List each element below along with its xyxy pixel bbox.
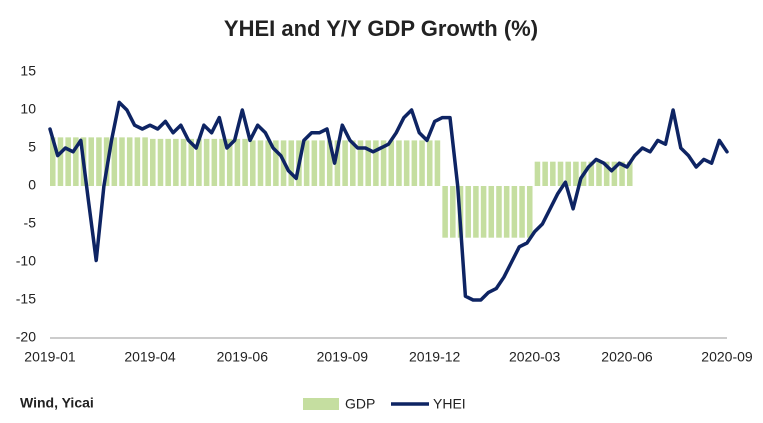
bar: [503, 186, 510, 238]
bar: [73, 137, 79, 186]
bar: [365, 140, 371, 186]
bar: [288, 140, 295, 186]
bar: [57, 137, 64, 186]
bar: [334, 140, 341, 186]
x-tick-label: 2019-04: [124, 349, 176, 365]
bar: [565, 161, 571, 186]
x-tick-label: 2020-03: [509, 349, 561, 365]
bar: [603, 161, 610, 186]
bar: [157, 138, 164, 186]
bar: [450, 186, 456, 238]
bar: [273, 140, 279, 186]
y-tick-label: -20: [16, 329, 36, 345]
x-tick-label: 2019-12: [409, 349, 461, 365]
bar: [426, 140, 433, 186]
bar: [50, 137, 56, 186]
bar: [180, 138, 187, 186]
bar: [119, 137, 125, 186]
bar: [403, 140, 410, 186]
bar: [150, 138, 156, 186]
bar: [557, 161, 564, 186]
bar: [211, 138, 218, 186]
bar: [534, 161, 541, 186]
bar: [488, 186, 495, 238]
y-tick-label: -10: [16, 253, 36, 269]
bar: [465, 186, 471, 238]
bar: [411, 140, 418, 186]
bar: [203, 138, 210, 186]
bar: [473, 186, 479, 238]
y-tick-label: 10: [20, 101, 36, 117]
x-tick-label: 2020-09: [701, 349, 753, 365]
bar: [542, 161, 548, 186]
bar: [526, 186, 533, 238]
y-tick-label: 15: [20, 63, 36, 79]
bar: [265, 140, 271, 186]
bar: [134, 137, 141, 186]
bar: [511, 186, 518, 238]
y-tick-label: 0: [28, 177, 36, 193]
bar: [303, 140, 310, 186]
legend-swatch: [303, 398, 339, 410]
bar: [480, 186, 487, 238]
bar: [373, 140, 379, 186]
bar: [626, 161, 633, 186]
bar: [357, 140, 364, 186]
legend-label: GDP: [345, 396, 375, 412]
chart-title: YHEI and Y/Y GDP Growth (%): [224, 16, 538, 41]
x-tick-label: 2019-09: [317, 349, 369, 365]
bar: [219, 138, 225, 186]
bar: [388, 140, 395, 186]
bar: [496, 186, 502, 238]
y-tick-label: -15: [16, 291, 36, 307]
bar: [350, 140, 356, 186]
bar: [326, 140, 333, 186]
bar: [573, 161, 579, 186]
bar: [588, 161, 595, 186]
x-tick-label: 2020-06: [601, 349, 653, 365]
x-tick-label: 2019-06: [217, 349, 269, 365]
bar: [96, 137, 102, 186]
bar: [111, 137, 118, 186]
bar: [519, 186, 525, 238]
bar: [311, 140, 318, 186]
legend-label: YHEI: [433, 396, 466, 412]
y-tick-label: -5: [24, 215, 37, 231]
bar: [257, 140, 264, 186]
bar: [596, 161, 602, 186]
y-tick-label: 5: [28, 139, 36, 155]
x-tick-label: 2019-01: [24, 349, 76, 365]
bar: [142, 137, 148, 186]
bar: [234, 138, 241, 186]
source: Wind, Yicai: [20, 395, 94, 411]
bar: [173, 138, 179, 186]
bar: [196, 138, 202, 186]
bar: [434, 140, 441, 186]
bar: [126, 137, 133, 186]
bar: [419, 140, 425, 186]
bar: [65, 137, 71, 186]
bar: [550, 161, 556, 186]
bar: [396, 140, 402, 186]
bar: [380, 140, 387, 186]
bar: [188, 138, 195, 186]
bar: [319, 140, 325, 186]
line: [48, 100, 729, 302]
bar: [250, 140, 256, 186]
bar: [165, 138, 171, 186]
bar: [88, 137, 95, 186]
bar: [242, 138, 248, 186]
bar: [442, 186, 448, 238]
bar: [611, 161, 618, 186]
bar: [226, 138, 233, 186]
bar: [342, 140, 348, 186]
bar: [619, 161, 625, 186]
